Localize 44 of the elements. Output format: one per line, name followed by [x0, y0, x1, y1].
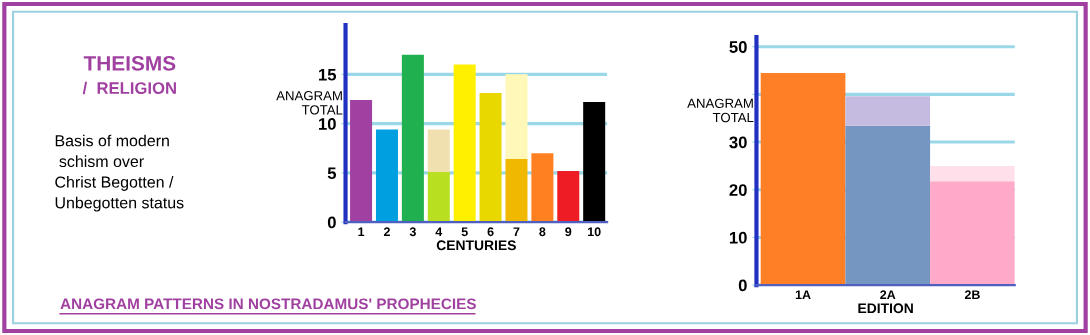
x-tick-label: 7 [513, 227, 520, 237]
text: ANAGRAM PATTERNS IN NOSTRADAMUS' PROPHECIES [60, 298, 476, 310]
x-tick-label: 10 [588, 227, 601, 237]
bar [375, 129, 398, 223]
x-tick-label: 8 [539, 227, 546, 237]
bar [427, 129, 450, 172]
x-tick-label: 2A [880, 290, 896, 299]
y-axis-title: ANAGRAM TOTAL [687, 98, 754, 123]
x-tick-label: 4 [435, 227, 443, 237]
bar [930, 181, 1015, 286]
bar [557, 170, 580, 223]
bar [479, 93, 502, 223]
bar [531, 153, 554, 223]
x-tick-label: 9 [565, 227, 572, 237]
bar [583, 101, 606, 223]
x-axis-title: EDITION [858, 303, 913, 314]
bar [930, 165, 1015, 182]
x-tick-label: 1 [358, 227, 365, 237]
x-tick-label: 2B [964, 290, 980, 299]
x-tick-label: 1A [795, 290, 811, 299]
text: Basis of modern schism over Christ Begotten / Unbegotten status [55, 134, 184, 212]
y-tick-label: 0 [327, 216, 336, 229]
y-tick-label: 20 [729, 184, 747, 196]
y-axis-title: ANAGRAM TOTAL [276, 91, 343, 115]
x-axis-title: CENTURIES [436, 240, 516, 251]
text: THEISMS [83, 55, 176, 71]
x-tick-label: 2 [383, 227, 390, 237]
bar [401, 54, 424, 223]
x-tick-label: 5 [461, 227, 468, 237]
bar [845, 96, 931, 126]
y-tick-label: 10 [319, 118, 336, 130]
bar [505, 159, 528, 223]
bar [453, 64, 476, 223]
y-tick-label: 30 [729, 136, 747, 149]
y-tick-label: 0 [738, 279, 747, 292]
y-tick-label: 5 [327, 167, 337, 180]
bar [845, 125, 931, 286]
bar [427, 171, 450, 223]
x-tick-label: 6 [487, 227, 494, 237]
x-tick-label: 3 [409, 227, 416, 237]
text: / RELIGION [82, 81, 176, 95]
y-tick-label: 50 [729, 41, 747, 53]
y-tick-label: 15 [319, 68, 337, 81]
bar [505, 74, 528, 160]
